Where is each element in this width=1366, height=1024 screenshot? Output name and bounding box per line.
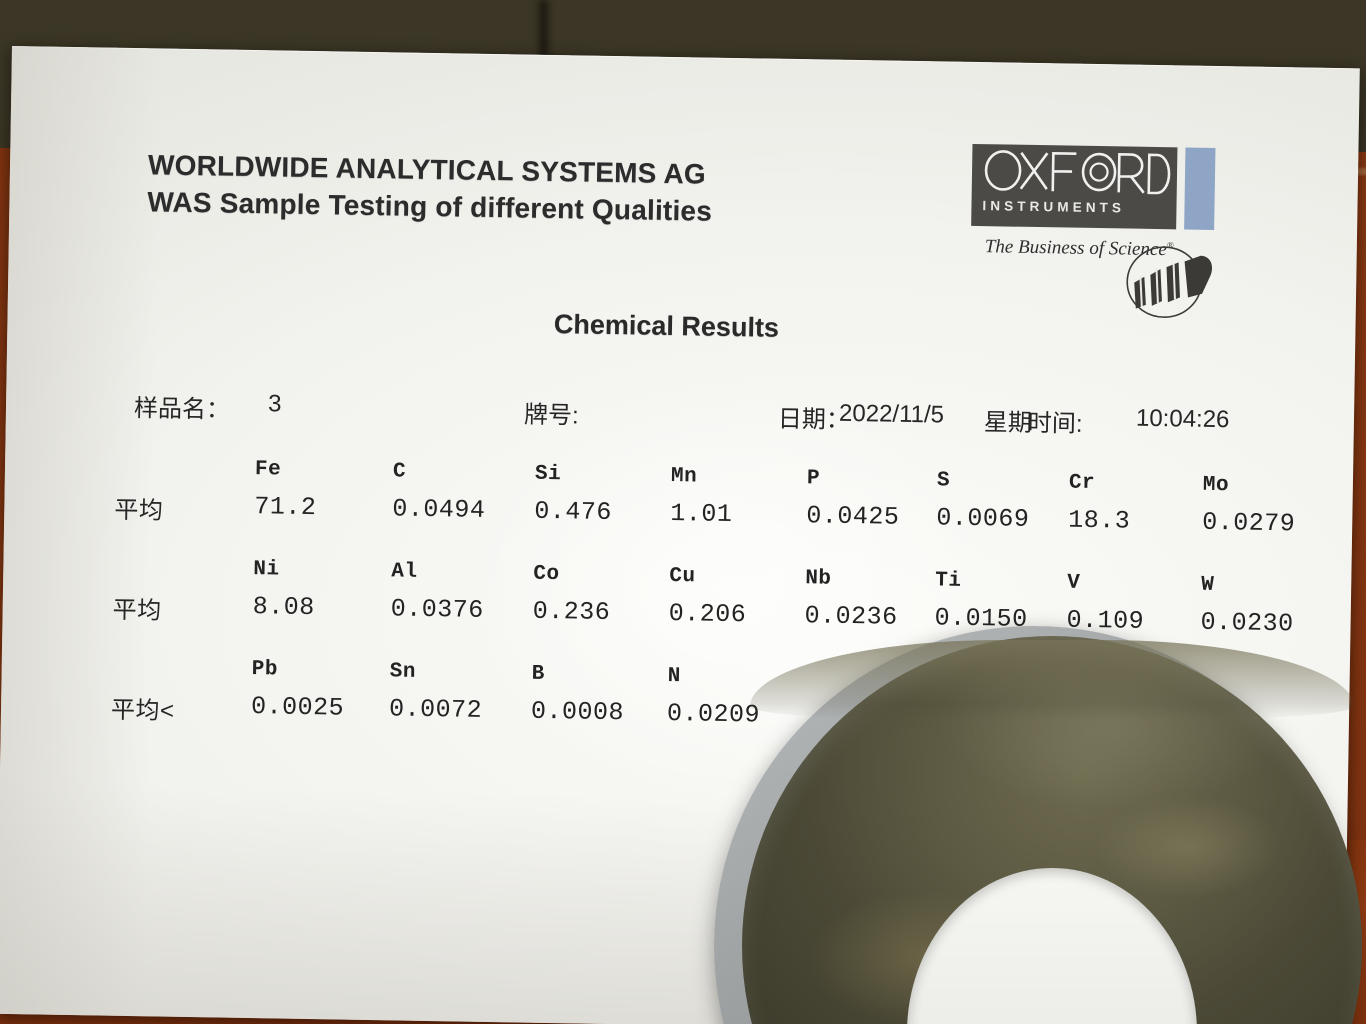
element-value: 71.2: [254, 492, 317, 523]
report-sheet: WORLDWIDE ANALYTICAL SYSTEMS AG WAS Samp…: [0, 46, 1360, 1024]
average-label: 平均: [112, 596, 162, 625]
element-value: 18.3: [1068, 505, 1131, 536]
report-header: WORLDWIDE ANALYTICAL SYSTEMS AG WAS Samp…: [147, 146, 713, 229]
time-value: 10:04:26: [1135, 404, 1230, 434]
element-symbol: Ni: [253, 558, 280, 582]
result-block-2: Ni Al Co Cu Nb Ti V W 平均 8.08 0.0376 0.236 0.206 0.02…: [2, 554, 1351, 644]
element-symbol: C: [392, 460, 407, 484]
element-symbol: Mn: [670, 464, 698, 489]
element-symbol: W: [1201, 573, 1215, 598]
element-value: 8.08: [252, 592, 315, 623]
element-symbol: Co: [533, 562, 560, 587]
element-symbol: P: [806, 467, 821, 491]
element-value: 0.0279: [1202, 507, 1296, 539]
element-value: 0.0025: [250, 692, 345, 723]
element-value: 0.0376: [390, 594, 484, 625]
element-symbol: N: [667, 664, 681, 689]
average-label: 平均: [114, 496, 164, 525]
element-symbol: Cu: [669, 564, 696, 589]
element-symbol: S: [936, 469, 951, 493]
element-symbol: Cr: [1068, 471, 1096, 496]
element-symbol: Pb: [251, 658, 279, 682]
element-value: 0.0150: [934, 603, 1028, 634]
element-value: 0.0236: [804, 601, 898, 632]
date-value: 2022/11/5: [838, 399, 945, 429]
element-symbol: Mo: [1202, 473, 1230, 498]
oxford-instruments-logo: INSTRUMENTS The Business of Science®: [970, 143, 1223, 318]
element-symbol: Ti: [935, 569, 962, 593]
element-value: 0.236: [532, 596, 611, 627]
was-swoosh-icon: [1126, 246, 1213, 318]
element-value: 0.0069: [936, 503, 1030, 534]
element-symbol: Si: [534, 462, 562, 487]
grade-label: 牌号:: [523, 401, 579, 430]
company-name-line2: WAS Sample Testing of different Qualitie…: [147, 186, 713, 227]
logo-accent-bar: [1184, 147, 1216, 230]
element-value: 0.0494: [392, 494, 486, 525]
element-symbol: Fe: [254, 458, 282, 482]
element-symbol: B: [531, 662, 545, 686]
element-symbol: Sn: [389, 660, 417, 684]
element-symbol: V: [1067, 571, 1081, 595]
sample-name-value: 3: [267, 390, 282, 418]
result-block-1: Fe C Si Mn P S Cr Mo 平均 71.2 0.0494 0.476 1.01 0.0425…: [4, 454, 1353, 544]
weekday-label: 星期: [983, 409, 1033, 437]
sample-name-label: 样品名：: [133, 395, 231, 424]
average-label: 平均<: [110, 696, 175, 725]
time-label: 时间:: [1027, 409, 1083, 438]
element-value: 0.0425: [806, 501, 900, 532]
element-value: 1.01: [670, 498, 733, 530]
element-value: 0.476: [534, 496, 613, 528]
oxford-wordmark-icon: [984, 150, 1171, 195]
element-value: 0.206: [668, 598, 747, 630]
element-value: 0.0008: [530, 696, 625, 728]
element-value: 0.0209: [666, 698, 761, 730]
element-symbol: Al: [391, 560, 418, 584]
element-value: 0.0230: [1200, 607, 1294, 639]
element-symbol: Nb: [805, 567, 832, 591]
logo-subtitle: INSTRUMENTS: [982, 198, 1126, 216]
paper-shading-left: [0, 46, 162, 1017]
report-meta-row: 样品名： 3 牌号: 日期： 2022/11/5 星期 时间: 10:04:26: [6, 386, 1354, 442]
element-value: 0.109: [1066, 605, 1145, 636]
element-value: 0.0072: [388, 694, 483, 725]
company-name-line1: WORLDWIDE ANALYTICAL SYSTEMS AG: [147, 149, 707, 190]
